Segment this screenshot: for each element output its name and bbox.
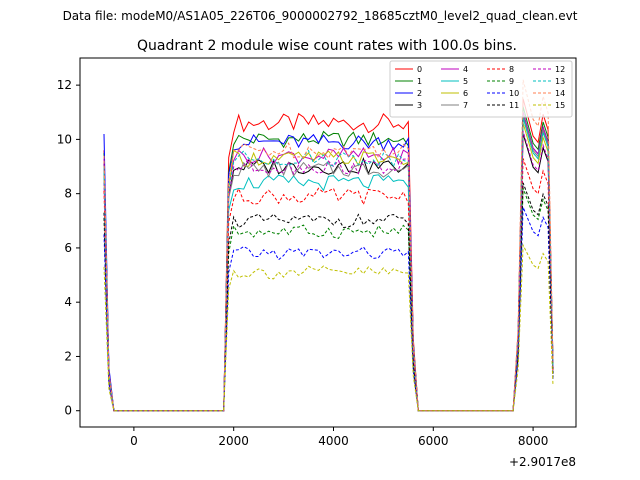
legend-box [389,60,573,118]
data-file-suptitle: Data file: modeM0/AS1A05_226T06_90000027… [63,9,578,23]
chart-title: Quadrant 2 module wise count rates with … [137,38,517,54]
legend-label-5: 5 [463,77,468,86]
legend-label-9: 9 [509,77,514,86]
y-tick-label: 4 [64,295,72,309]
legend-label-12: 12 [555,65,565,74]
x-offset-label: +2.9017e8 [509,455,576,469]
y-tick-label: 10 [57,132,72,146]
series-line-13 [103,117,554,412]
x-tick-label: 8000 [518,434,549,448]
legend-label-1: 1 [417,77,422,86]
legend-label-13: 13 [555,77,565,86]
legend-label-8: 8 [509,65,514,74]
legend-label-6: 6 [463,89,468,98]
series-line-14 [103,79,554,412]
y-tick-label: 6 [64,241,72,255]
legend-label-2: 2 [417,89,422,98]
series-line-15 [103,243,554,412]
legend-label-0: 0 [417,65,422,74]
legend-label-7: 7 [463,101,468,110]
y-tick-label: 12 [57,78,72,92]
x-tick-label: 4000 [318,434,349,448]
x-tick-label: 6000 [418,434,449,448]
axes-frame [79,57,577,428]
legend-label-3: 3 [417,101,422,110]
y-tick-label: 0 [64,404,72,418]
y-tick-label: 2 [64,349,72,363]
legend-label-4: 4 [463,65,468,74]
legend-label-10: 10 [509,89,519,98]
y-tick-label: 8 [64,187,72,201]
legend-label-14: 14 [555,89,565,98]
series-layer [103,79,554,412]
legend-label-15: 15 [555,101,565,110]
x-tick-label: 0 [130,434,138,448]
legend-label-11: 11 [509,101,519,110]
x-tick-label: 2000 [218,434,249,448]
